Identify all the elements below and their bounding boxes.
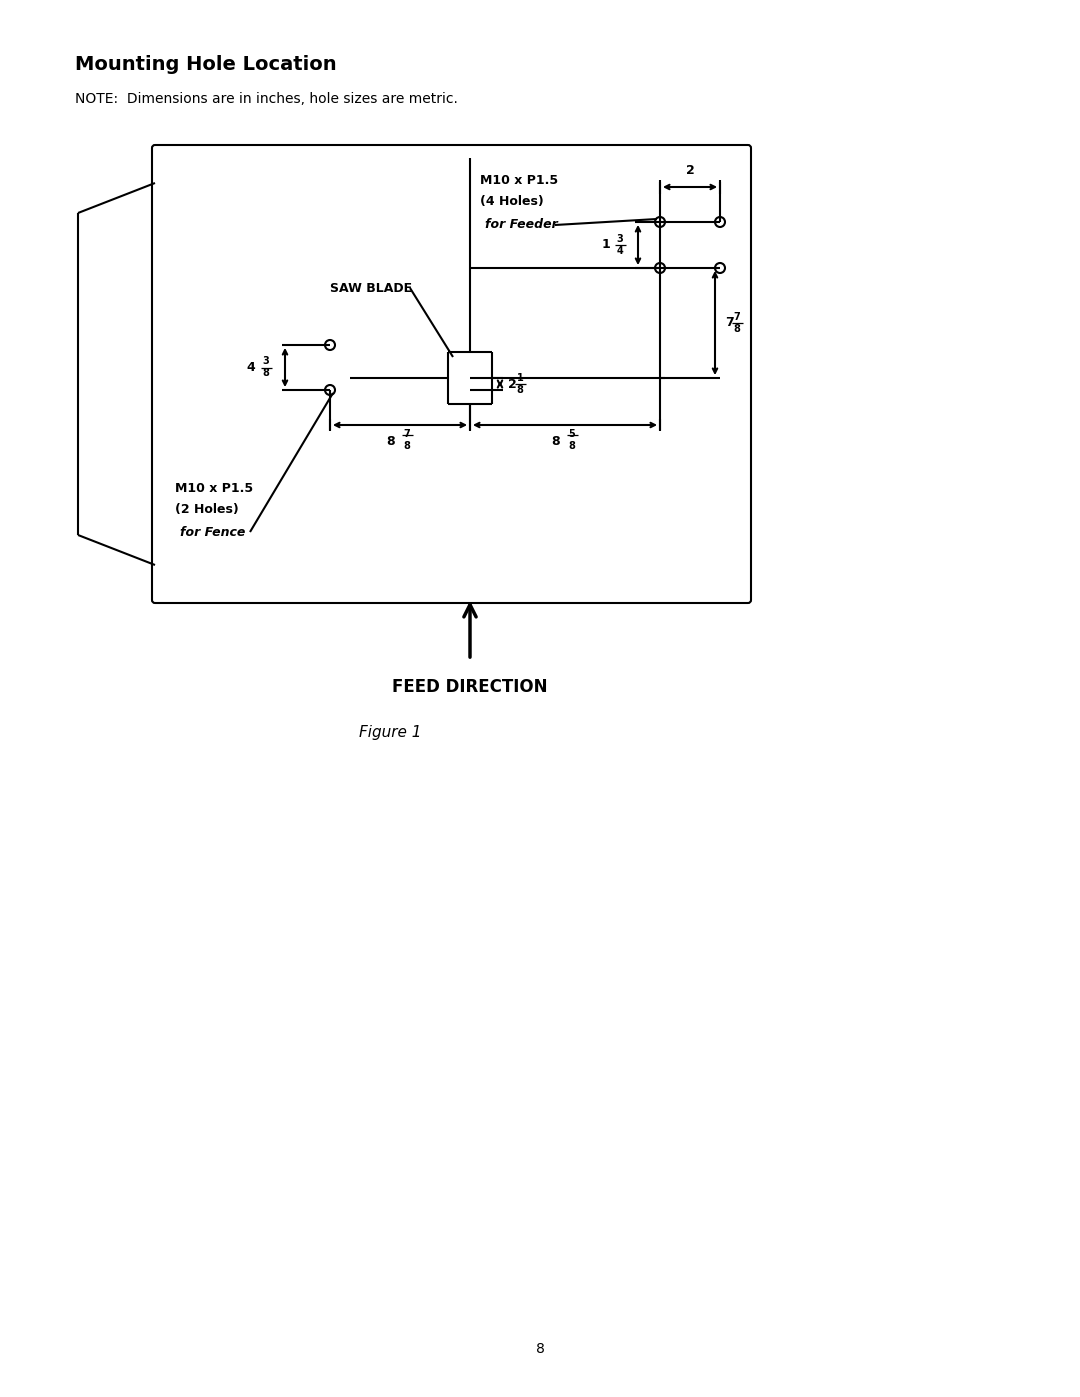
Text: 1: 1 [602, 239, 610, 251]
Text: 4: 4 [617, 246, 623, 256]
Text: for Feeder: for Feeder [485, 218, 557, 232]
Text: 1: 1 [516, 373, 524, 383]
Text: M10 x P1.5: M10 x P1.5 [480, 173, 558, 187]
Text: (2 Holes): (2 Holes) [175, 503, 239, 517]
Text: 8: 8 [404, 441, 410, 451]
Text: 5: 5 [569, 429, 576, 439]
Text: 7: 7 [404, 429, 410, 439]
Text: 3: 3 [262, 356, 269, 366]
Text: 8: 8 [552, 434, 561, 448]
Text: 3: 3 [617, 235, 623, 244]
Text: 7: 7 [725, 317, 733, 330]
Text: 4: 4 [246, 360, 255, 374]
Text: 7: 7 [733, 312, 741, 321]
Text: (4 Holes): (4 Holes) [480, 196, 543, 208]
Text: NOTE:  Dimensions are in inches, hole sizes are metric.: NOTE: Dimensions are in inches, hole siz… [75, 92, 458, 106]
Text: 2: 2 [508, 377, 516, 391]
Text: 8: 8 [262, 369, 269, 379]
Text: 8: 8 [387, 434, 395, 448]
Text: 8: 8 [568, 441, 576, 451]
Text: for Fence: for Fence [180, 525, 245, 538]
Text: 8: 8 [516, 386, 524, 395]
Text: FEED DIRECTION: FEED DIRECTION [392, 678, 548, 696]
Text: SAW BLADE: SAW BLADE [330, 282, 413, 295]
Text: 8: 8 [733, 324, 741, 334]
Text: Mounting Hole Location: Mounting Hole Location [75, 54, 337, 74]
Text: M10 x P1.5: M10 x P1.5 [175, 482, 253, 495]
Text: Figure 1: Figure 1 [359, 725, 421, 740]
Text: 8: 8 [536, 1343, 544, 1356]
Text: 2: 2 [686, 163, 694, 177]
